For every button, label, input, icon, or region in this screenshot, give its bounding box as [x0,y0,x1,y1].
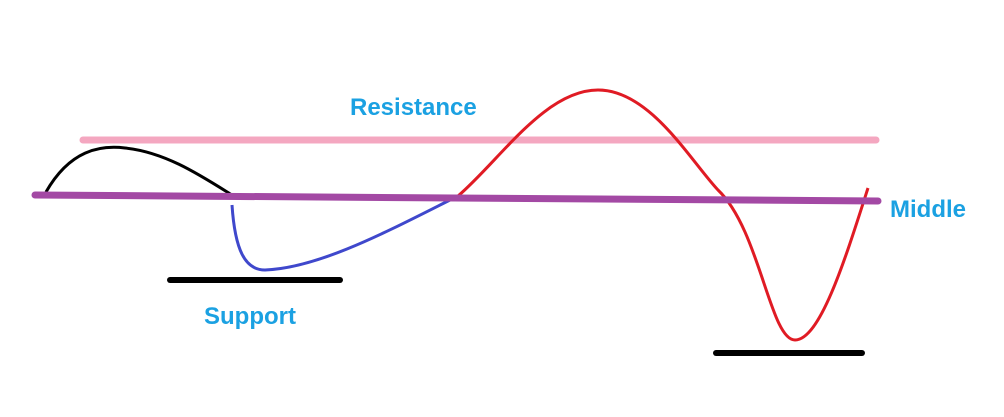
black-curve [44,145,233,197]
middle-label: Middle [890,196,966,223]
resistance-label: Resistance [350,94,477,121]
support-label: Support [204,303,296,330]
red-curve [457,88,870,342]
middle-line [31,191,882,205]
blue-curve [230,194,459,272]
